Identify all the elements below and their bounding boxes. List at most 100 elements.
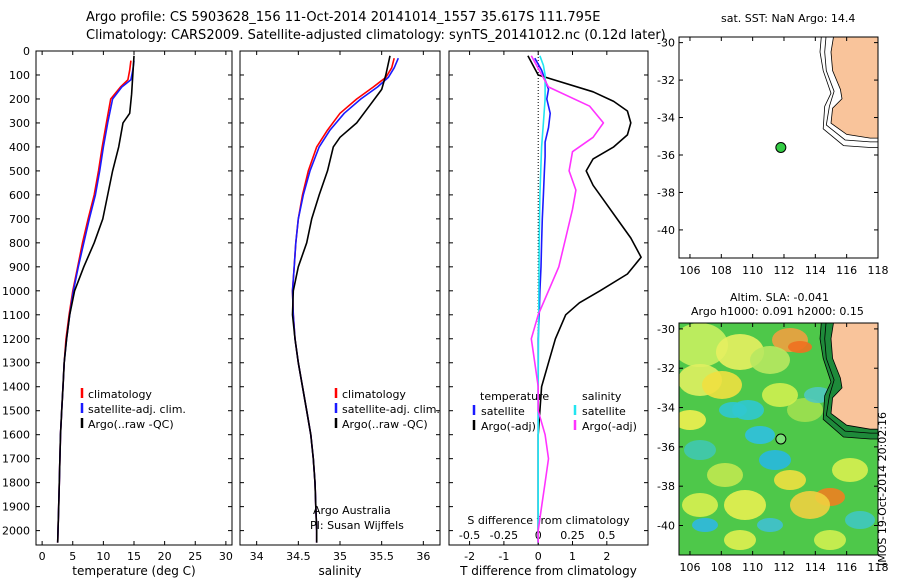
depth-tick-label: 400 [9,141,30,154]
depth-tick-label: 1700 [2,453,30,466]
map-x-tick-label: 114 [805,561,826,574]
legend-entry: Argo(..raw -QC) [342,418,428,431]
x-tick-label: 15 [127,550,141,563]
map-frame [678,36,879,259]
x-tick-label: 2 [603,550,610,563]
depth-tick-label: 800 [9,237,30,250]
x-tick-label: 30 [219,550,233,563]
map-x-tick-label: 108 [711,561,732,574]
sst-map [819,37,878,148]
x-axis-label: salinity [318,564,361,578]
top-x-tick-label: -0.5 [459,529,480,542]
depth-tick-label: 600 [9,189,30,202]
profile-panel-frame [239,50,441,546]
profile-series-black [291,55,391,543]
sla-title-2: Argo h1000: 0.091 h2000: 0.15 [691,305,864,318]
profile-series-magenta [530,55,605,543]
map-y-tick-label: -40 [657,520,675,533]
map-x-tick-label: 112 [773,264,794,277]
map-y-tick-label: -40 [657,224,675,237]
imos-timestamp: IMOS 19-Oct-2014 20:02:16 [876,411,889,566]
sla-blob [787,398,823,422]
x-tick-label: 10 [96,550,110,563]
depth-tick-label: 100 [9,69,30,82]
legend-entry: satellite-adj. clim. [342,403,440,416]
depth-tick-label: 1400 [2,381,30,394]
sla-blob [762,383,798,407]
depth-tick-label: 1200 [2,333,30,346]
x-tick-label: 0 [535,550,542,563]
x-tick-label: 35 [333,550,347,563]
map-x-tick-label: 106 [679,264,700,277]
map-y-tick-label: -38 [657,480,675,493]
map-frame [678,322,879,556]
top-x-label: S difference from climatology [467,514,630,527]
sla-blob [759,450,791,470]
legend-entry: satellite-adj. clim. [88,403,186,416]
depth-tick-label: 500 [9,165,30,178]
x-tick-label: 36 [416,550,430,563]
sla-blob [724,530,756,550]
map-y-tick-label: -36 [657,441,675,454]
profile-series-black [527,55,642,543]
map-y-tick-label: -34 [657,402,675,415]
sla-blob [679,323,728,367]
depth-tick-label: 0 [23,45,30,58]
legend-entry: Argo(..raw -QC) [88,418,174,431]
sla-blob [684,440,716,460]
argo-note-2: PI: Susan Wijffels [310,519,404,532]
map-y-tick-label: -30 [657,37,675,50]
depth-tick-label: 1500 [2,405,30,418]
map-y-tick-label: -32 [657,362,675,375]
isobath-line [824,323,878,434]
sla-title-1: Altim. SLA: -0.041 [730,291,830,304]
profile-panel-frame [35,50,233,546]
argo-location-marker [775,142,787,153]
map-x-tick-label: 112 [773,561,794,574]
depth-tick-label: 200 [9,93,30,106]
map-x-tick-label: 110 [742,264,763,277]
depth-tick-label: 300 [9,117,30,130]
x-tick-label: 25 [188,550,202,563]
isobath-line [824,37,878,143]
x-tick-label: 1 [569,550,576,563]
map-x-tick-label: 114 [805,264,826,277]
top-x-tick-label: -0.25 [490,529,518,542]
map-y-tick-label: -30 [657,323,675,336]
sla-blob [745,426,775,444]
argo-note-1: Argo Australia [313,504,391,517]
map-y-tick-label: -38 [657,186,675,199]
land-mass [830,323,878,430]
x-tick-label: 0 [39,550,46,563]
sla-blob [707,463,743,487]
sla-blob [757,518,783,532]
legend-entry: Argo(-adj) [582,420,637,433]
top-x-tick-label: 0.25 [560,529,585,542]
x-axis-label: temperature (deg C) [72,564,195,578]
top-x-tick-label: 0.5 [598,529,616,542]
sla-blob [845,511,875,529]
sla-blob [692,518,718,532]
isobath-line [819,323,878,440]
map-x-tick-label: 116 [836,561,857,574]
map-x-tick-label: 108 [711,264,732,277]
sla-blob [719,402,747,418]
depth-tick-label: 1300 [2,357,30,370]
land-mass [830,37,878,139]
legend-entry: climatology [88,388,152,401]
x-tick-label: 5 [69,550,76,563]
sla-blob [682,493,718,517]
map-x-tick-label: 106 [679,561,700,574]
depth-tick-label: 900 [9,261,30,274]
legend-entry: satellite [582,405,626,418]
x-tick-label: 34.5 [286,550,311,563]
climatology-title: Climatology: CARS2009. Satellite-adjuste… [86,28,666,43]
sla-blob [679,410,706,430]
argo-location-marker [775,433,787,445]
legend-entry: Argo(-adj) [481,420,536,433]
map-x-tick-label: 110 [742,561,763,574]
x-tick-label: 34 [250,550,264,563]
map-x-tick-label: 118 [868,264,889,277]
x-tick-label: 20 [158,550,172,563]
